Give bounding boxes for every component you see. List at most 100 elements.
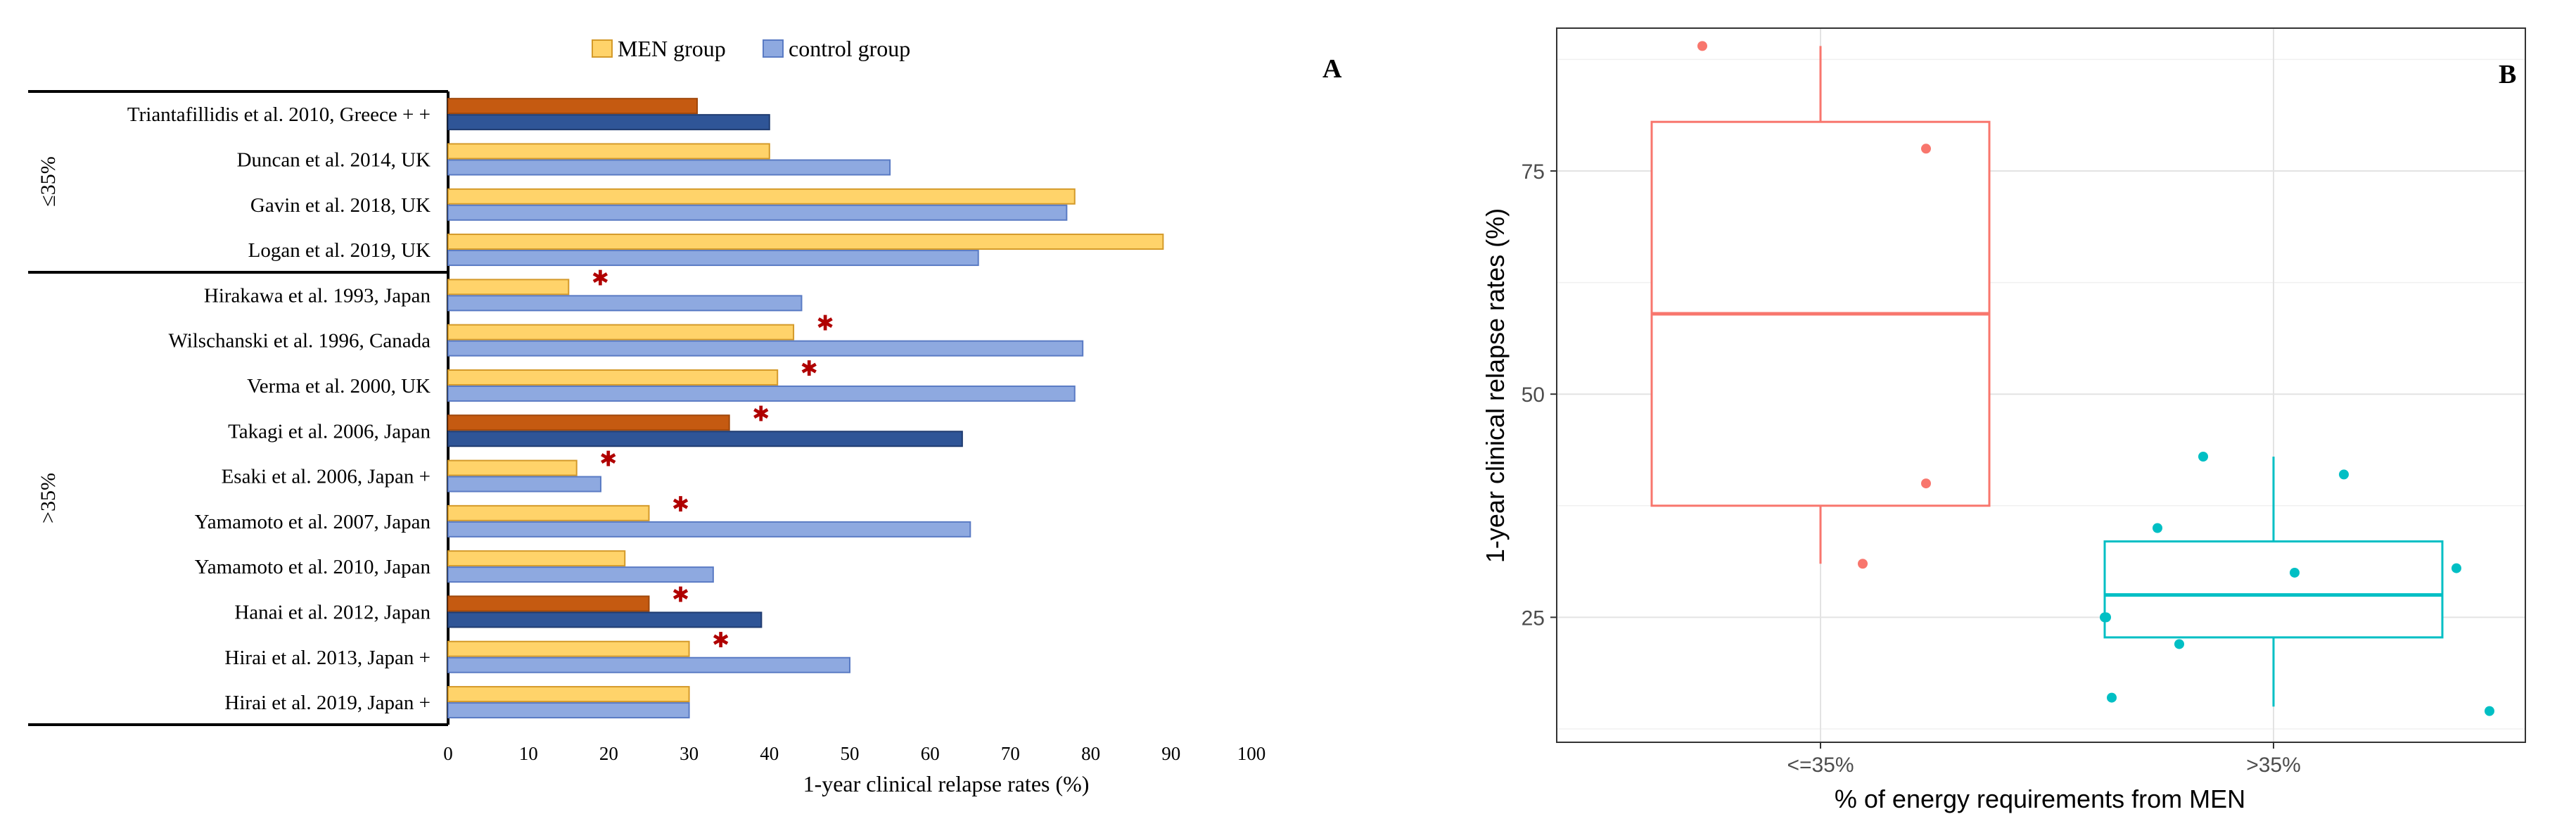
bar-control	[447, 702, 690, 719]
x-tick-label: 30	[680, 743, 699, 764]
box	[2103, 540, 2444, 639]
x-tick-label: 20	[599, 743, 618, 764]
x-tick-label: 40	[760, 743, 779, 764]
panel-b-box-plot: 25 50 75 <=35% >35% B 1-year clinical relap…	[1481, 27, 2526, 813]
x-tick-label: 50	[841, 743, 860, 764]
bar-control	[447, 114, 770, 131]
data-point	[2485, 706, 2494, 716]
significance-star: ✱	[592, 267, 609, 290]
bar-control	[447, 611, 763, 628]
category-label: Hirai et al. 2013, Japan +	[224, 647, 431, 669]
x-tick-label: 0	[443, 743, 453, 764]
data-point	[2174, 639, 2184, 649]
group-label-le35: ≤35%	[37, 156, 60, 206]
x-tick-label: 80	[1081, 743, 1100, 764]
data-point	[1921, 144, 1931, 154]
legend-swatch-men	[592, 39, 613, 58]
panel-a-legend: MEN group control group	[592, 36, 910, 61]
panel-b-x-axis-title: % of energy requirements from MEN	[1835, 784, 2245, 813]
x-tick-label: 70	[1001, 743, 1020, 764]
data-point	[2153, 523, 2162, 533]
data-point	[2198, 452, 2208, 462]
category-label: Verma et al. 2000, UK	[247, 375, 431, 398]
bar-control	[447, 431, 963, 447]
category-labels: Triantafillidis et al. 2010, Greece + + D…	[127, 103, 431, 714]
category-label: Hirai et al. 2019, Japan +	[224, 692, 431, 714]
significance-star: ✱	[816, 312, 834, 336]
bar-control	[447, 385, 1076, 402]
group-brackets: ≤35% >35%	[28, 90, 449, 726]
data-point	[2100, 612, 2110, 623]
bar-control	[447, 656, 850, 673]
panel-b-y-ticks: 25 50 75	[1522, 160, 1557, 630]
data-point	[2107, 692, 2117, 703]
category-label: Gavin et al. 2018, UK	[250, 194, 431, 217]
significance-star: ✱	[801, 357, 818, 381]
bar-control	[447, 295, 803, 312]
legend-label-men: MEN group	[618, 36, 726, 61]
x-tick-label: 100	[1237, 743, 1266, 764]
bar-men	[447, 369, 779, 386]
bar-control	[447, 340, 1084, 357]
bar-control	[447, 204, 1068, 221]
bar-men	[447, 324, 795, 341]
x-axis-ticks: 0 10 20 30 40 50 60 70 80 90 100	[443, 743, 1265, 764]
category-label: Logan et al. 2019, UK	[248, 239, 431, 262]
bar-control	[447, 566, 714, 583]
bar-control	[447, 159, 891, 176]
bar-control	[447, 476, 601, 493]
panel-b-label: B	[2499, 60, 2516, 89]
bar-control	[447, 521, 971, 538]
legend-swatch-control	[763, 39, 784, 58]
category-label: Duncan et al. 2014, UK	[237, 148, 431, 171]
category-label: Hanai et al. 2012, Japan	[234, 601, 431, 623]
panel-a-bar-chart: A MEN group control group ≤35% >35% Tria…	[28, 36, 1342, 796]
data-point	[2290, 567, 2300, 578]
bar-men	[447, 504, 650, 521]
significance-markers: ✱ ✱ ✱ ✱ ✱ ✱ ✱ ✱	[592, 267, 834, 652]
significance-star: ✱	[712, 629, 729, 652]
category-label: Triantafillidis et al. 2010, Greece + +	[127, 103, 431, 126]
bar-men	[447, 459, 578, 476]
significance-star: ✱	[672, 493, 689, 516]
x-tick-label: 90	[1161, 743, 1180, 764]
panel-b-y-axis-title: 1-year clinical relapse rates (%)	[1481, 208, 1510, 563]
bar-men	[447, 595, 650, 612]
panel-b-boxes	[1650, 46, 2444, 707]
category-label: Takagi et al. 2006, Japan	[228, 420, 431, 443]
bar-men	[447, 640, 690, 657]
significance-star: ✱	[672, 583, 689, 606]
data-point	[2451, 563, 2461, 573]
bar-men	[447, 686, 690, 703]
legend-label-control: control group	[789, 36, 910, 61]
panel-a-x-axis-title: 1-year clinical relapse rates (%)	[803, 771, 1090, 796]
y-tick-label: 25	[1522, 606, 1545, 630]
bar-men	[447, 98, 699, 115]
panel-a-label: A	[1322, 54, 1342, 84]
category-label: Yamamoto et al. 2010, Japan	[195, 556, 431, 578]
significance-star: ✱	[599, 448, 617, 471]
y-tick-label: 50	[1522, 383, 1545, 407]
bar-men	[447, 188, 1076, 205]
bar-men	[447, 279, 570, 296]
category-label: Hirakawa et al. 1993, Japan	[204, 284, 431, 307]
x-tick-label: 60	[921, 743, 940, 764]
x-tick-label: <=35%	[1787, 754, 1854, 777]
x-tick-label: >35%	[2246, 754, 2301, 777]
bar-men	[447, 234, 1164, 250]
bar-men	[447, 143, 770, 160]
panel-b-points	[1697, 41, 2494, 716]
category-label: Wilschanski et al. 1996, Canada	[168, 330, 431, 352]
data-point	[1697, 41, 1707, 51]
panel-b-x-ticks: <=35% >35%	[1787, 742, 2301, 777]
x-tick-label: 10	[519, 743, 538, 764]
data-point	[1858, 559, 1868, 569]
data-point	[2339, 469, 2349, 480]
category-label: Esaki et al. 2006, Japan +	[222, 466, 431, 488]
bar-men	[447, 550, 626, 567]
significance-star: ✱	[752, 402, 770, 426]
category-label: Yamamoto et al. 2007, Japan	[195, 511, 431, 533]
bar-men	[447, 414, 730, 431]
bar-control	[447, 250, 979, 267]
